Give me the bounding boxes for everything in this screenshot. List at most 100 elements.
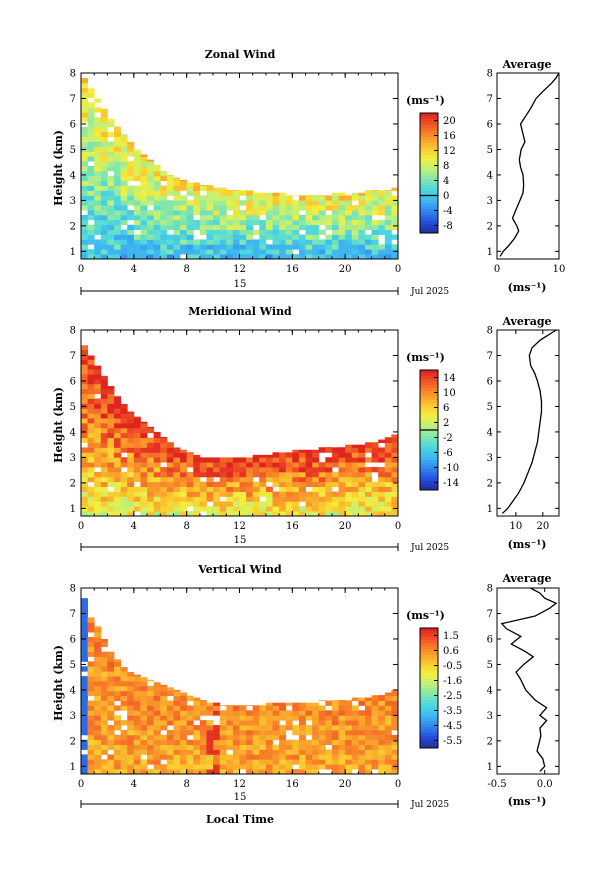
heatmap-cell xyxy=(292,219,300,226)
colorbar-swatch xyxy=(420,652,438,656)
colorbar-swatch xyxy=(420,694,438,698)
heatmap-cell xyxy=(232,734,240,741)
heatmap-cell xyxy=(160,185,168,191)
average-line xyxy=(500,587,558,772)
heatmap-cell xyxy=(147,159,155,162)
heatmap-cell xyxy=(318,501,326,507)
heatmap-cell xyxy=(140,195,148,201)
heatmap-cell xyxy=(358,764,366,770)
heatmap-cell xyxy=(193,754,201,760)
heatmap-cell xyxy=(94,224,102,231)
heatmap-cell xyxy=(325,205,333,211)
average-y-tick-label: 7 xyxy=(487,609,493,620)
heatmap-cell xyxy=(140,720,148,726)
heatmap-cell xyxy=(292,244,300,250)
heatmap-cell xyxy=(371,511,379,517)
heatmap-cell xyxy=(325,506,333,512)
heatmap-cell xyxy=(226,234,234,240)
heatmap-cell xyxy=(173,462,181,468)
average-x-label: (ms⁻¹) xyxy=(508,538,547,551)
heatmap-cell xyxy=(147,175,155,182)
heatmap-cell xyxy=(153,210,161,216)
colorbar-swatch xyxy=(420,379,438,383)
heatmap-cell xyxy=(265,749,273,755)
heatmap-cell xyxy=(127,175,135,182)
heatmap-cell xyxy=(173,239,181,245)
heatmap-cell xyxy=(213,744,221,750)
heatmap-cell xyxy=(292,471,300,478)
heatmap-cell xyxy=(246,239,254,245)
heatmap-cell xyxy=(384,476,392,483)
heatmap-cell xyxy=(345,200,353,206)
heatmap-cell xyxy=(358,501,366,507)
heatmap-cell xyxy=(305,200,313,206)
heatmap-cell xyxy=(100,437,108,443)
heatmap-cell xyxy=(358,511,366,517)
heatmap-cell xyxy=(331,749,339,755)
heatmap-cell xyxy=(87,398,95,404)
heatmap-cell xyxy=(94,126,102,133)
heatmap-cell xyxy=(345,239,353,245)
heatmap-cell xyxy=(120,249,128,255)
heatmap-cell xyxy=(94,720,102,726)
colorbar-swatch xyxy=(420,739,438,743)
heatmap-cell xyxy=(259,506,267,512)
heatmap-cell xyxy=(120,136,128,142)
heatmap-cell xyxy=(127,749,135,755)
heatmap-cell xyxy=(391,769,399,775)
heatmap-cell xyxy=(312,764,320,770)
colorbar-swatch xyxy=(420,745,438,749)
heatmap-cell xyxy=(252,734,260,741)
heatmap-cell xyxy=(239,219,247,226)
heatmap-cell xyxy=(94,676,102,682)
heatmap-cell xyxy=(364,764,372,770)
heatmap-cell xyxy=(378,439,386,443)
heatmap-cell xyxy=(298,467,306,473)
heatmap-cell xyxy=(160,224,168,231)
heatmap-cell xyxy=(305,224,313,231)
heatmap-cell xyxy=(325,234,333,240)
heatmap-cell xyxy=(265,764,273,770)
heatmap-cell xyxy=(180,692,188,697)
heatmap-cell xyxy=(384,224,392,231)
heatmap-cell xyxy=(239,481,247,488)
heatmap-cell xyxy=(114,219,122,226)
heatmap-cell xyxy=(133,491,141,497)
heatmap-cell xyxy=(252,239,260,245)
heatmap-cell xyxy=(147,486,155,492)
heatmap-cell xyxy=(259,454,267,458)
heatmap-cell xyxy=(391,734,399,741)
heatmap-cell xyxy=(186,219,194,226)
heatmap-cell xyxy=(371,200,379,206)
heatmap-cell xyxy=(133,432,141,439)
colorbar-swatch xyxy=(420,679,438,683)
y-tick-label: 1 xyxy=(70,762,76,773)
heatmap-cell xyxy=(305,481,313,488)
heatmap-cell xyxy=(358,444,366,448)
heatmap-cell xyxy=(107,427,115,434)
heatmap-cell xyxy=(364,190,372,196)
heatmap-cell xyxy=(305,729,313,736)
heatmap-cell xyxy=(81,185,88,191)
heatmap-cell xyxy=(246,729,254,736)
y-tick-label: 6 xyxy=(70,634,76,645)
heatmap-cell xyxy=(378,710,386,716)
heatmap-cell xyxy=(87,671,95,677)
heatmap-cell xyxy=(265,491,273,497)
heatmap-cell xyxy=(140,764,148,770)
heatmap-cell xyxy=(133,496,141,502)
heatmap-cell xyxy=(87,355,95,360)
heatmap-cell xyxy=(318,447,326,448)
heatmap-cell xyxy=(226,224,234,231)
heatmap-cell xyxy=(325,764,333,770)
heatmap-cell xyxy=(351,195,359,201)
heatmap-cell xyxy=(94,403,102,409)
heatmap-cell xyxy=(384,249,392,255)
heatmap-cell xyxy=(94,156,102,162)
heatmap-cell xyxy=(127,739,135,746)
heatmap-cell xyxy=(298,452,306,458)
heatmap-cell xyxy=(94,195,102,201)
heatmap-cell xyxy=(81,491,88,497)
heatmap-cell xyxy=(279,234,287,240)
heatmap-cell xyxy=(87,676,95,682)
